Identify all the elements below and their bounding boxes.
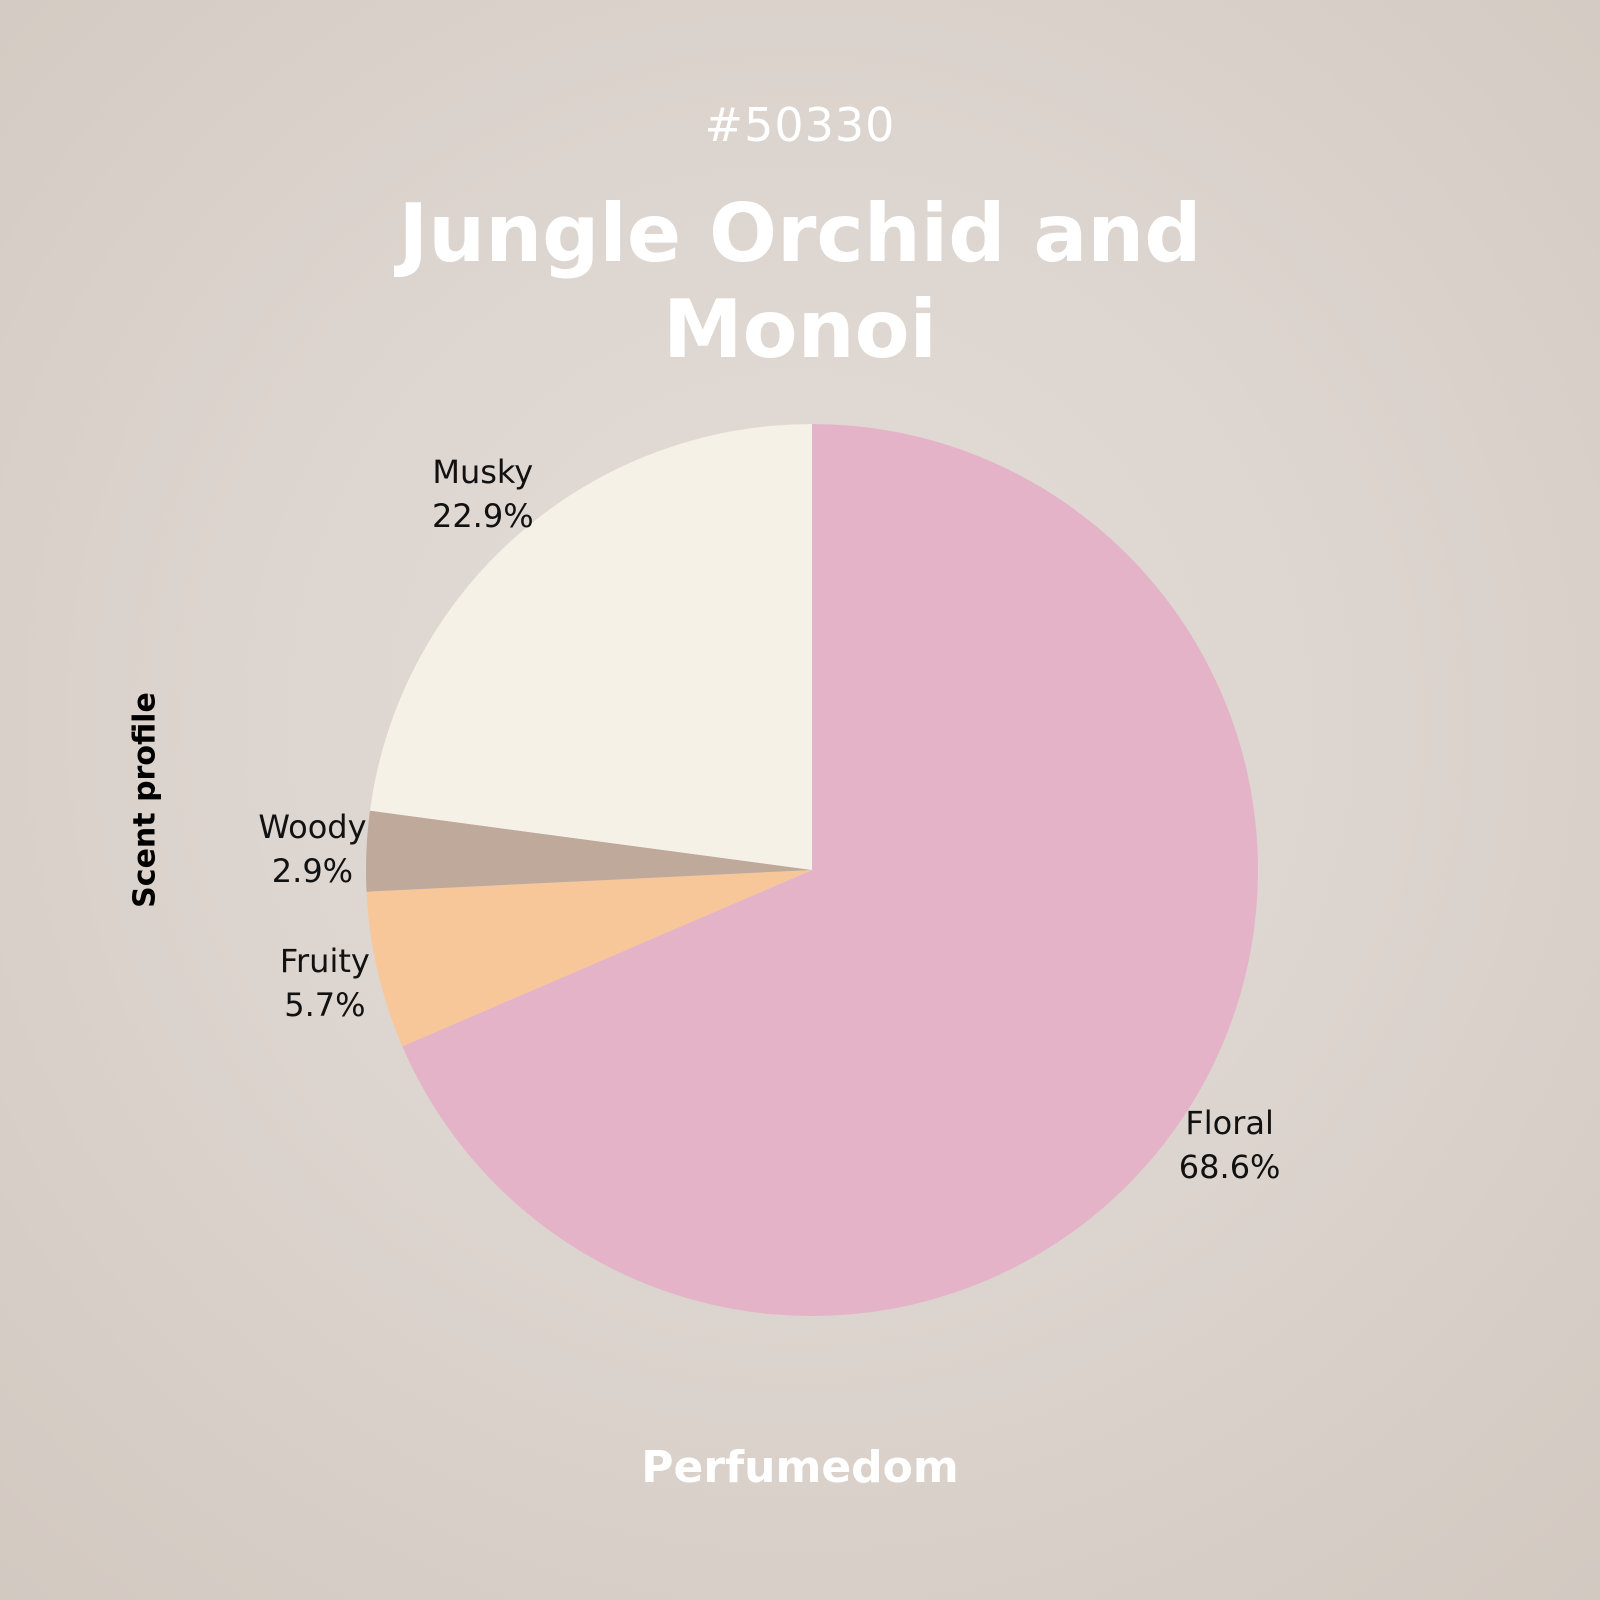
brand-name: Perfumedom <box>641 1442 959 1493</box>
slice-label-musky: Musky 22.9% <box>432 450 534 538</box>
slice-label-floral: Floral 68.6% <box>1179 1101 1281 1189</box>
pie-slice-floral <box>402 424 1258 1316</box>
slice-name: Fruity <box>279 941 370 980</box>
slice-name: Woody <box>258 807 367 846</box>
pie-slice-fruity <box>366 870 812 1047</box>
slice-label-fruity: Fruity 5.7% <box>280 939 370 1027</box>
slice-percent: 68.6% <box>1178 1147 1281 1186</box>
page-title: Jungle Orchid and Monoi <box>398 187 1202 376</box>
slice-name: Musky <box>432 452 534 491</box>
slice-name: Floral <box>1185 1103 1274 1142</box>
slice-percent: 22.9% <box>431 496 534 535</box>
pie-slice-woody <box>366 810 812 892</box>
slice-percent: 2.9% <box>271 851 354 890</box>
slice-percent: 5.7% <box>284 985 366 1024</box>
slice-label-woody: Woody 2.9% <box>258 805 366 893</box>
pie-slice-musky <box>369 424 812 870</box>
perfume-id: #50330 <box>704 98 896 152</box>
